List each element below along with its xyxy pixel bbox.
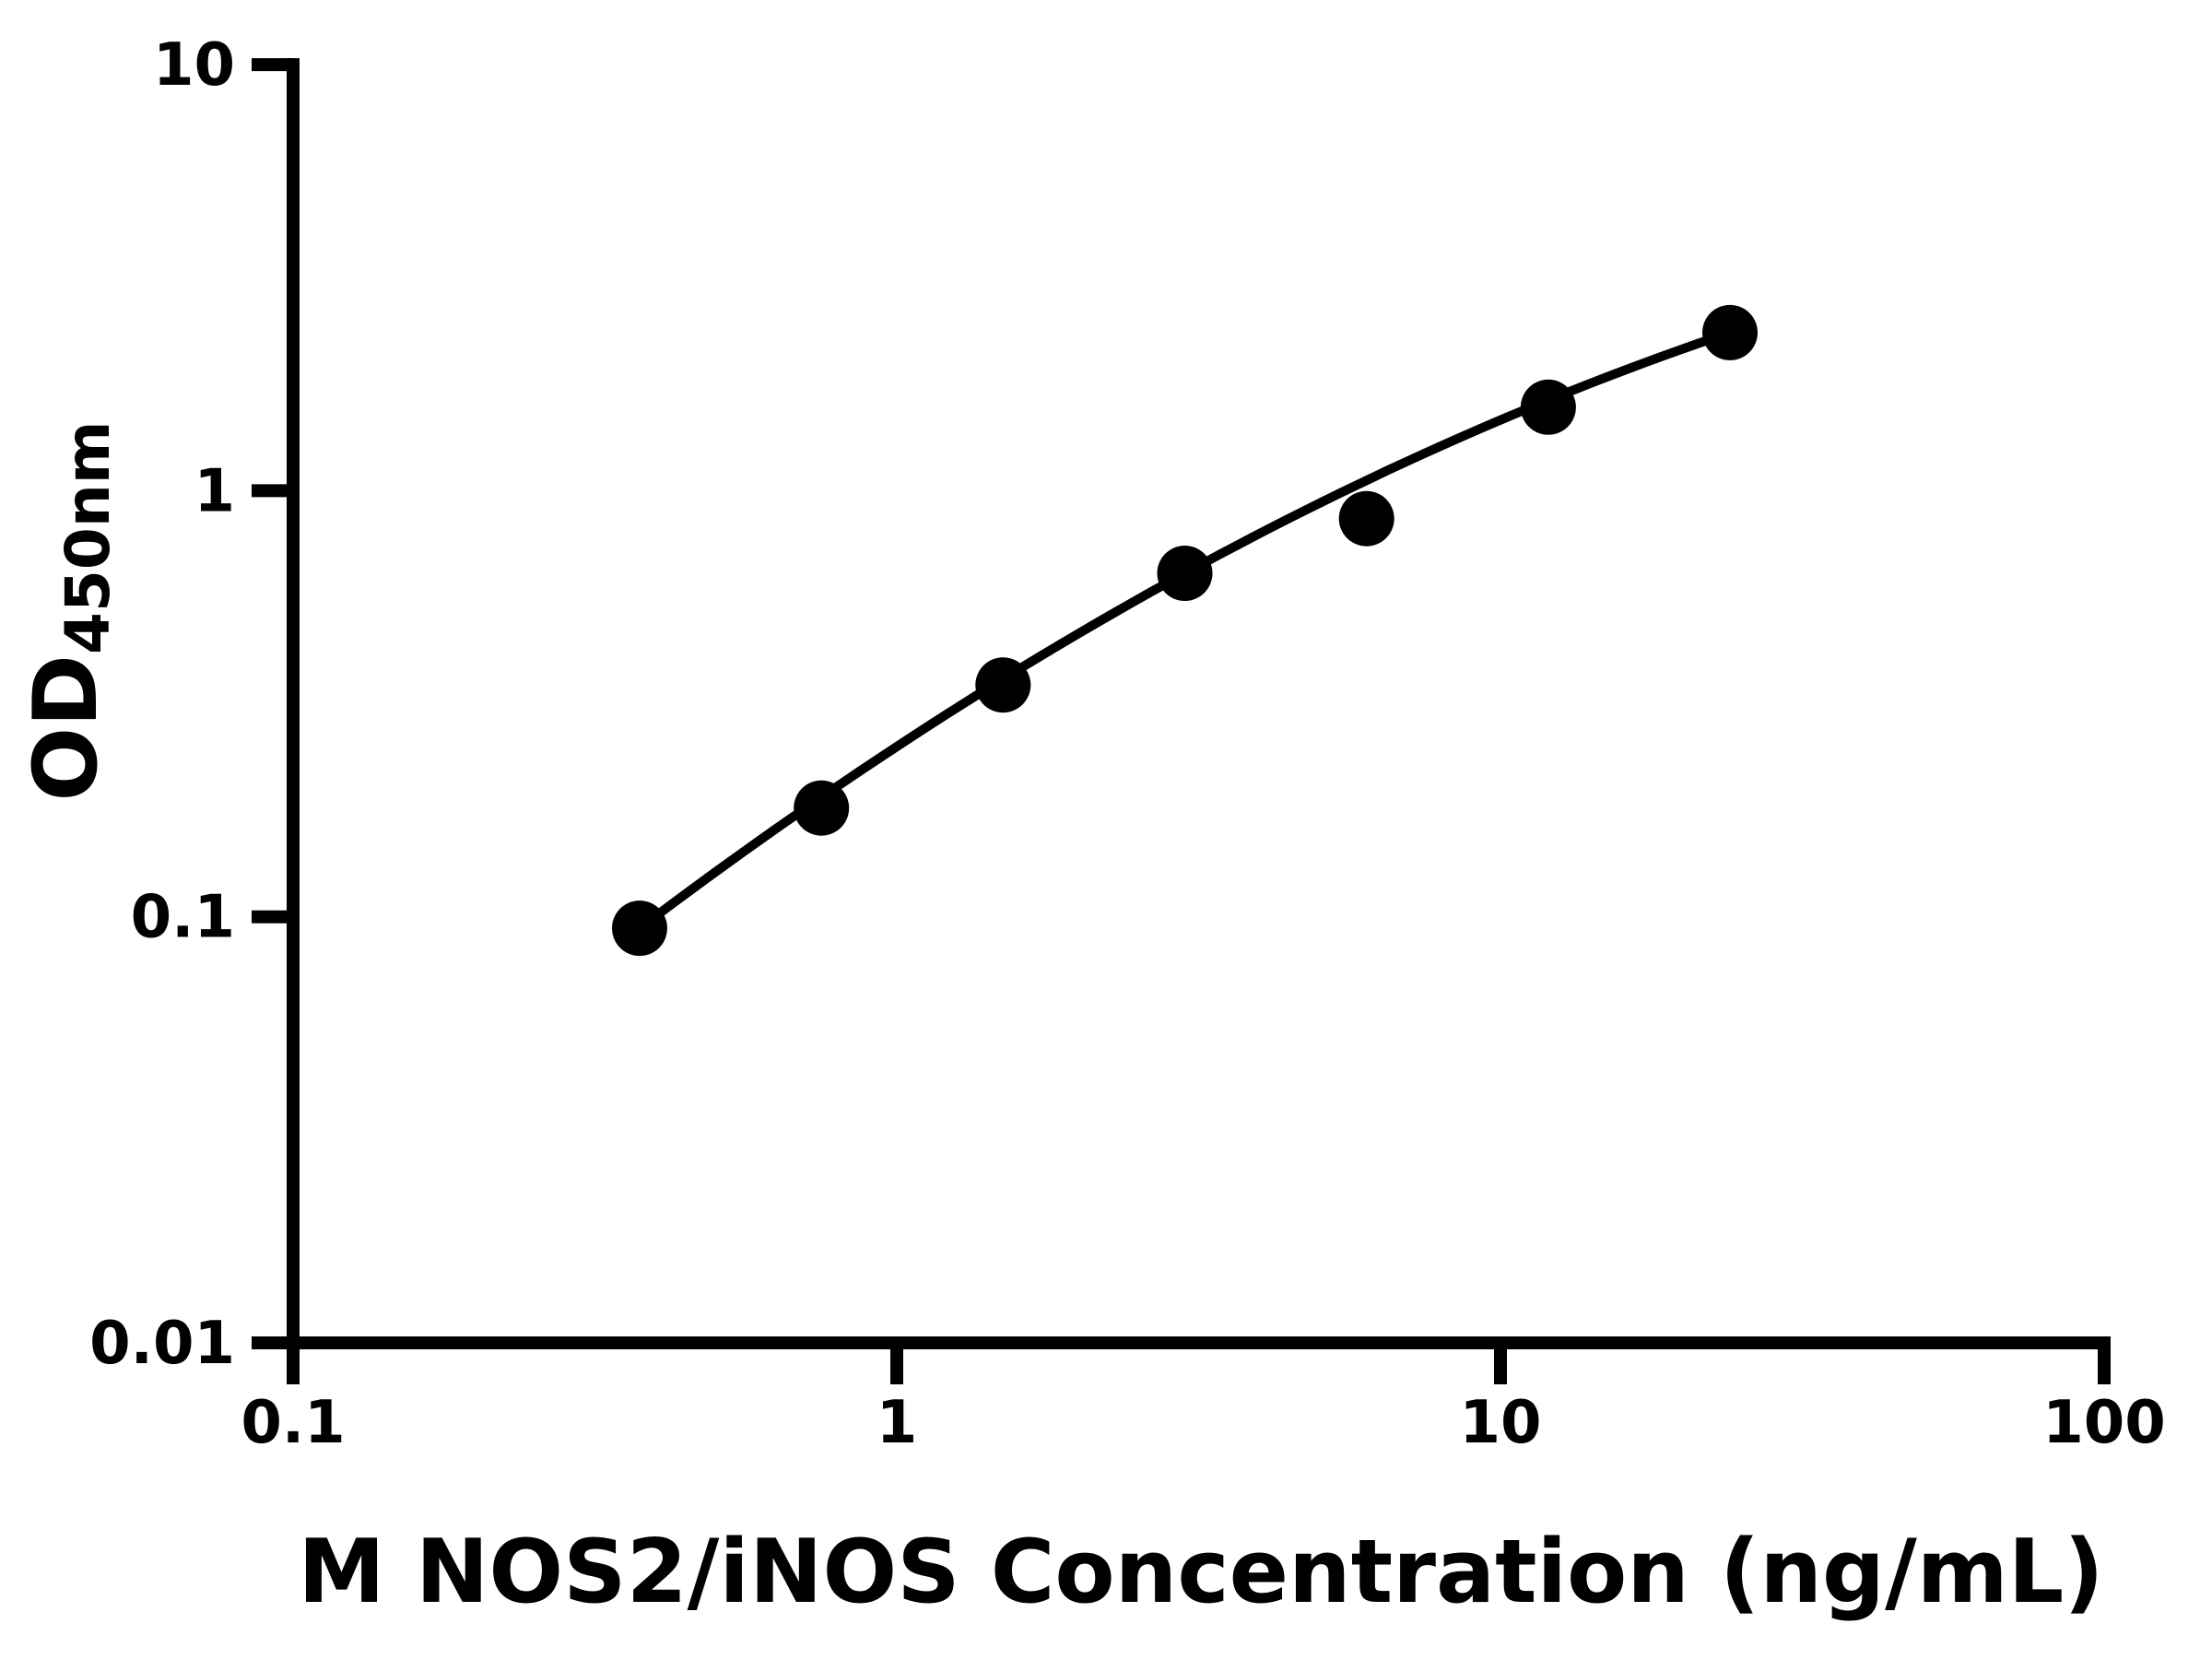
x-axis-title: M NOS2/iNOS Concentration (ng/mL): [298, 1522, 2103, 1623]
y-axis-title: OD450nm: [16, 420, 124, 801]
data-point-marker: [975, 657, 1031, 713]
y-tick-label: 1: [194, 457, 235, 525]
x-tick-label: 0.1: [241, 1389, 345, 1457]
x-tick-label: 10: [1459, 1389, 1541, 1457]
data-point-marker: [1520, 379, 1576, 435]
y-axis-title-main: OD: [16, 654, 117, 802]
data-point-marker: [1702, 304, 1758, 360]
y-tick-label: 10: [153, 31, 235, 100]
y-tick-label: 0.1: [131, 884, 235, 952]
y-tick-label: 0.01: [89, 1310, 235, 1378]
data-point-marker: [1157, 546, 1213, 601]
x-tick-label: 100: [2042, 1389, 2166, 1457]
x-tick-label: 1: [877, 1389, 918, 1457]
y-axis-title-subscript: 450nm: [53, 420, 124, 654]
data-point-marker: [794, 780, 850, 836]
data-point-marker: [612, 900, 667, 957]
data-point-marker: [1338, 490, 1394, 547]
